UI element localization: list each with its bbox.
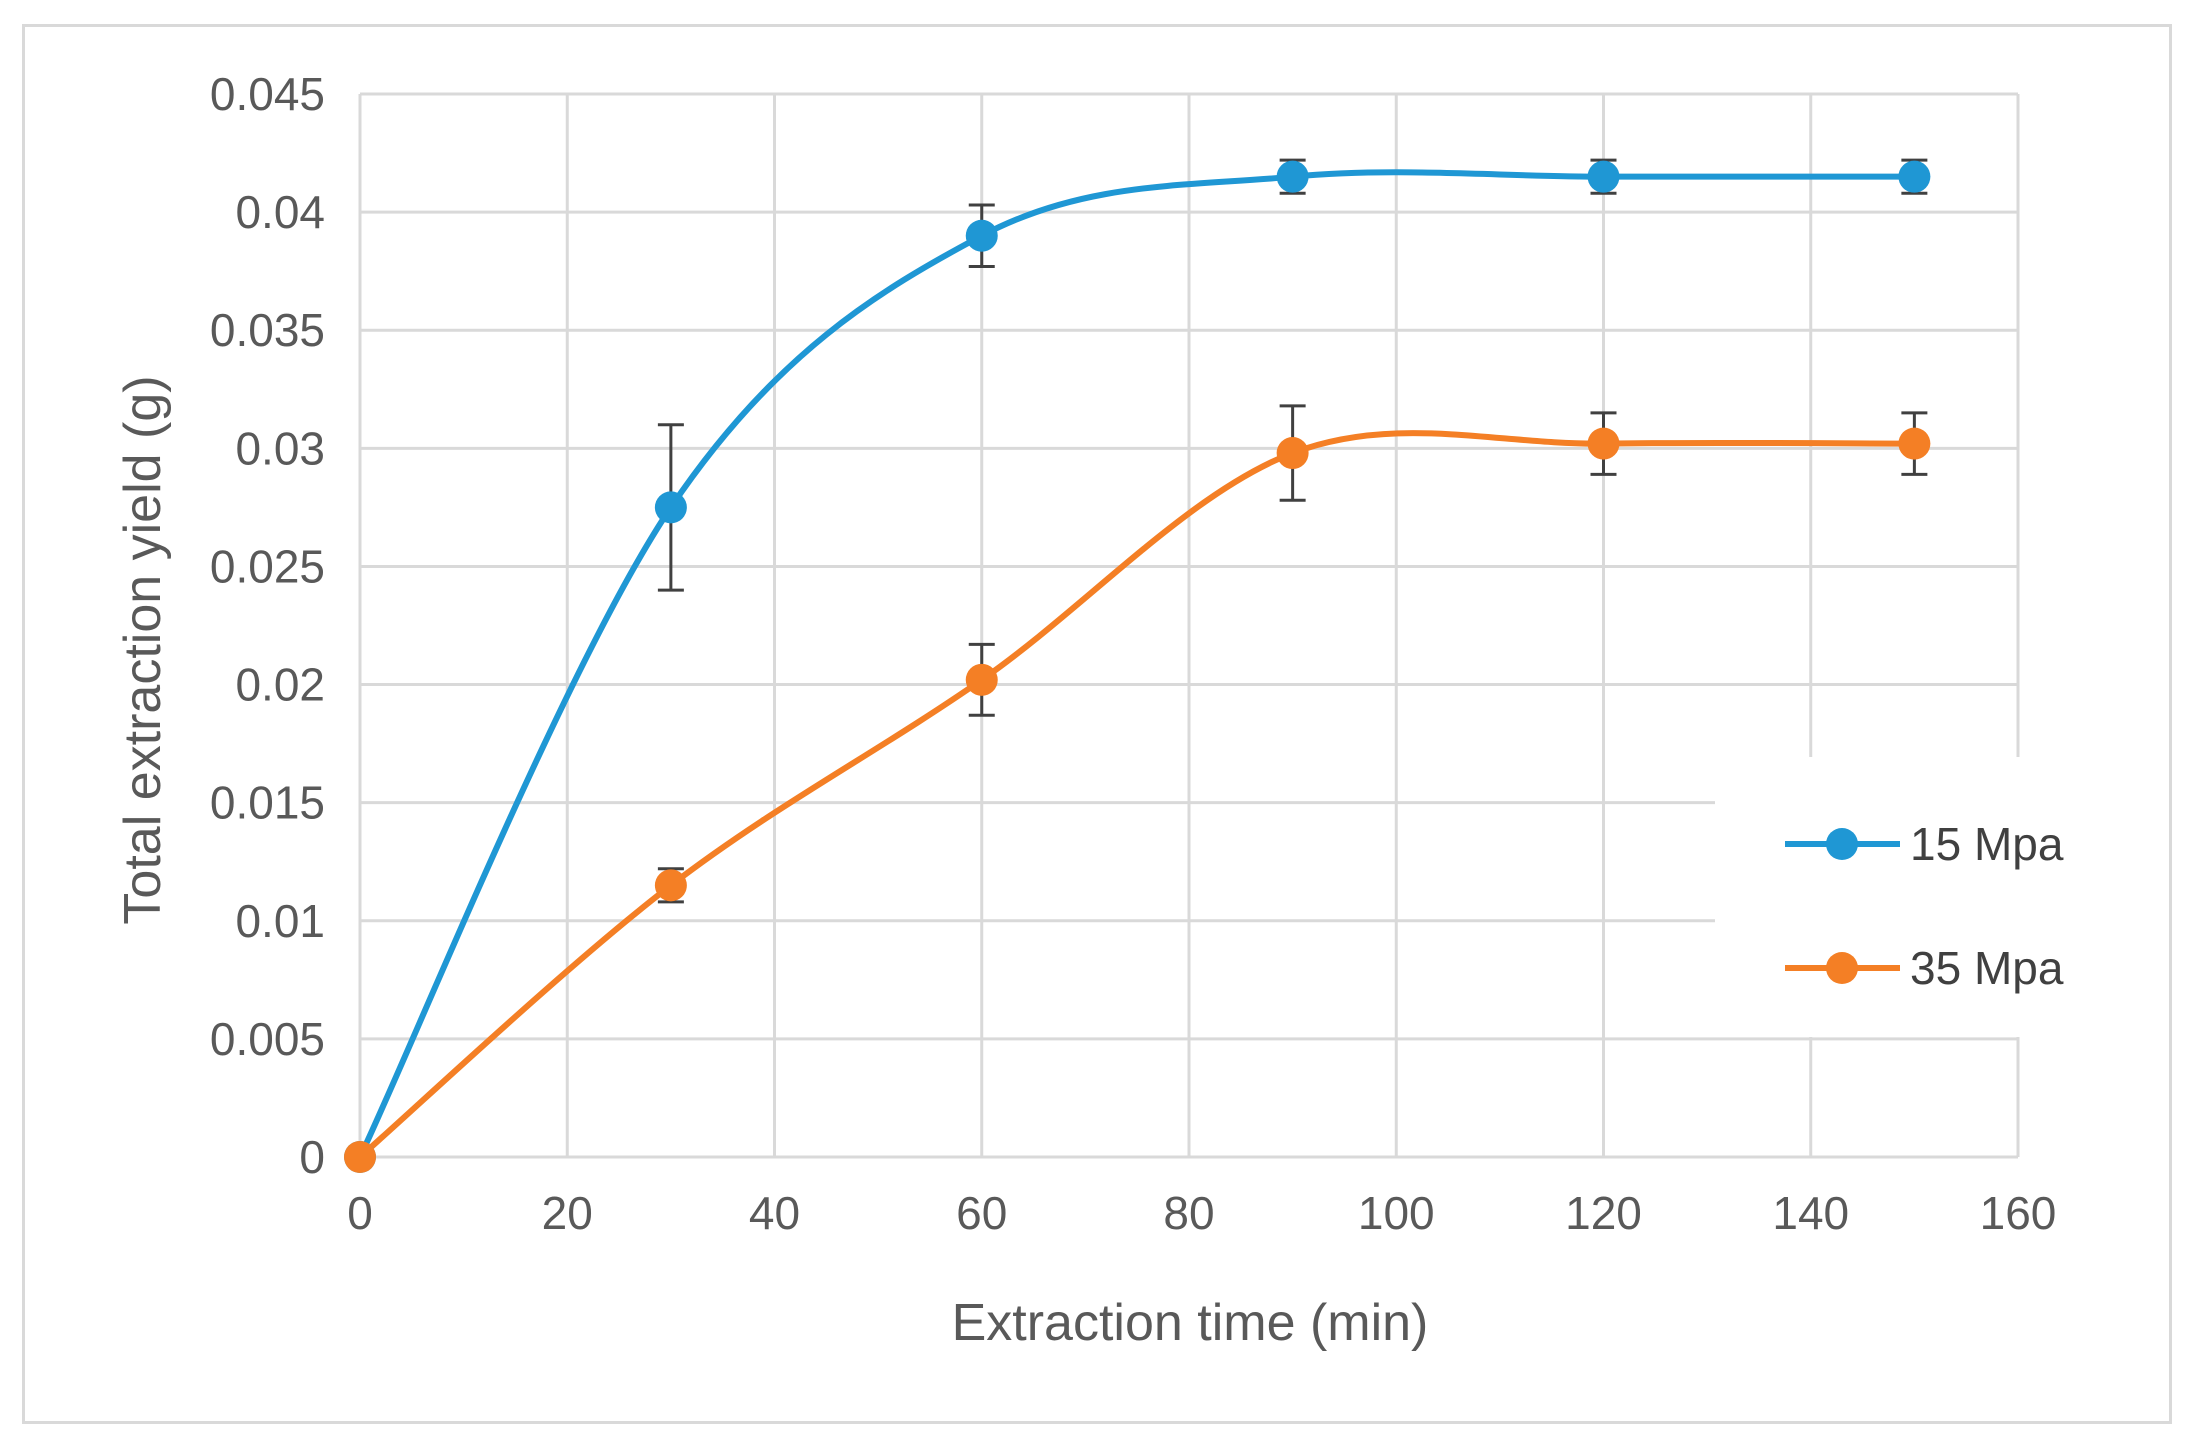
series-line-35-mpa: [357, 430, 1918, 1160]
series-lines: [357, 169, 1918, 1160]
x-tick-label: 40: [749, 1187, 800, 1239]
data-point-35-mpa: [1587, 427, 1620, 460]
y-tick-label: 0.015: [210, 777, 325, 829]
chart-frame: 0 0.005 0.01 0.015 0.02 0.025 0.03 0.035 0.04 0.0…: [22, 24, 2172, 1424]
yield-chart: 0 0.005 0.01 0.015 0.02 0.025 0.03 0.035 0.04 0.0…: [114, 68, 2095, 1352]
y-tick-label: 0.035: [210, 304, 325, 356]
series-line-15-mpa: [357, 169, 1918, 1160]
legend-item-35-mpa: 35 Mpa: [1785, 942, 2064, 994]
legend-label: 15 Mpa: [1910, 818, 2064, 870]
data-point-15-mpa: [1587, 160, 1620, 193]
data-point-35-mpa: [1898, 427, 1931, 460]
data-point-35-mpa: [344, 1141, 376, 1173]
y-tick-label: 0.045: [210, 68, 325, 120]
y-tick-label: 0.005: [210, 1013, 325, 1065]
y-tick-label: 0.025: [210, 540, 325, 592]
x-tick-label: 0: [347, 1187, 373, 1239]
x-tick-label: 80: [1163, 1187, 1214, 1239]
legend-label: 35 Mpa: [1910, 942, 2064, 994]
legend: 15 Mpa 35 Mpa: [1715, 757, 2095, 1037]
legend-background: [1715, 757, 2095, 1037]
legend-item-15-mpa: 15 Mpa: [1785, 818, 2064, 870]
data-point-15-mpa: [965, 219, 998, 252]
tick-labels: 0 0.005 0.01 0.015 0.02 0.025 0.03 0.035 0.04 0.0…: [210, 68, 2057, 1239]
legend-marker: [1826, 952, 1858, 984]
y-tick-label: 0.03: [235, 422, 325, 474]
legend-marker: [1826, 828, 1858, 860]
y-axis-title: Total extraction yield (g): [114, 375, 172, 924]
y-tick-label: 0: [299, 1131, 325, 1183]
x-tick-label: 140: [1772, 1187, 1849, 1239]
data-point-15-mpa: [1276, 160, 1309, 193]
y-tick-label: 0.02: [235, 659, 325, 711]
data-point-15-mpa: [654, 491, 687, 524]
y-tick-label: 0.04: [235, 186, 325, 238]
x-tick-label: 160: [1980, 1187, 2057, 1239]
data-point-35-mpa: [965, 663, 998, 696]
x-axis-title: Extraction time (min): [952, 1294, 1429, 1352]
data-point-35-mpa: [654, 869, 687, 902]
x-tick-label: 60: [956, 1187, 1007, 1239]
x-tick-label: 120: [1565, 1187, 1642, 1239]
data-point-35-mpa: [1276, 437, 1309, 470]
data-point-15-mpa: [1898, 160, 1931, 193]
y-tick-label: 0.01: [235, 895, 325, 947]
x-tick-label: 20: [542, 1187, 593, 1239]
data-markers: [344, 160, 1931, 1173]
x-tick-label: 100: [1358, 1187, 1435, 1239]
